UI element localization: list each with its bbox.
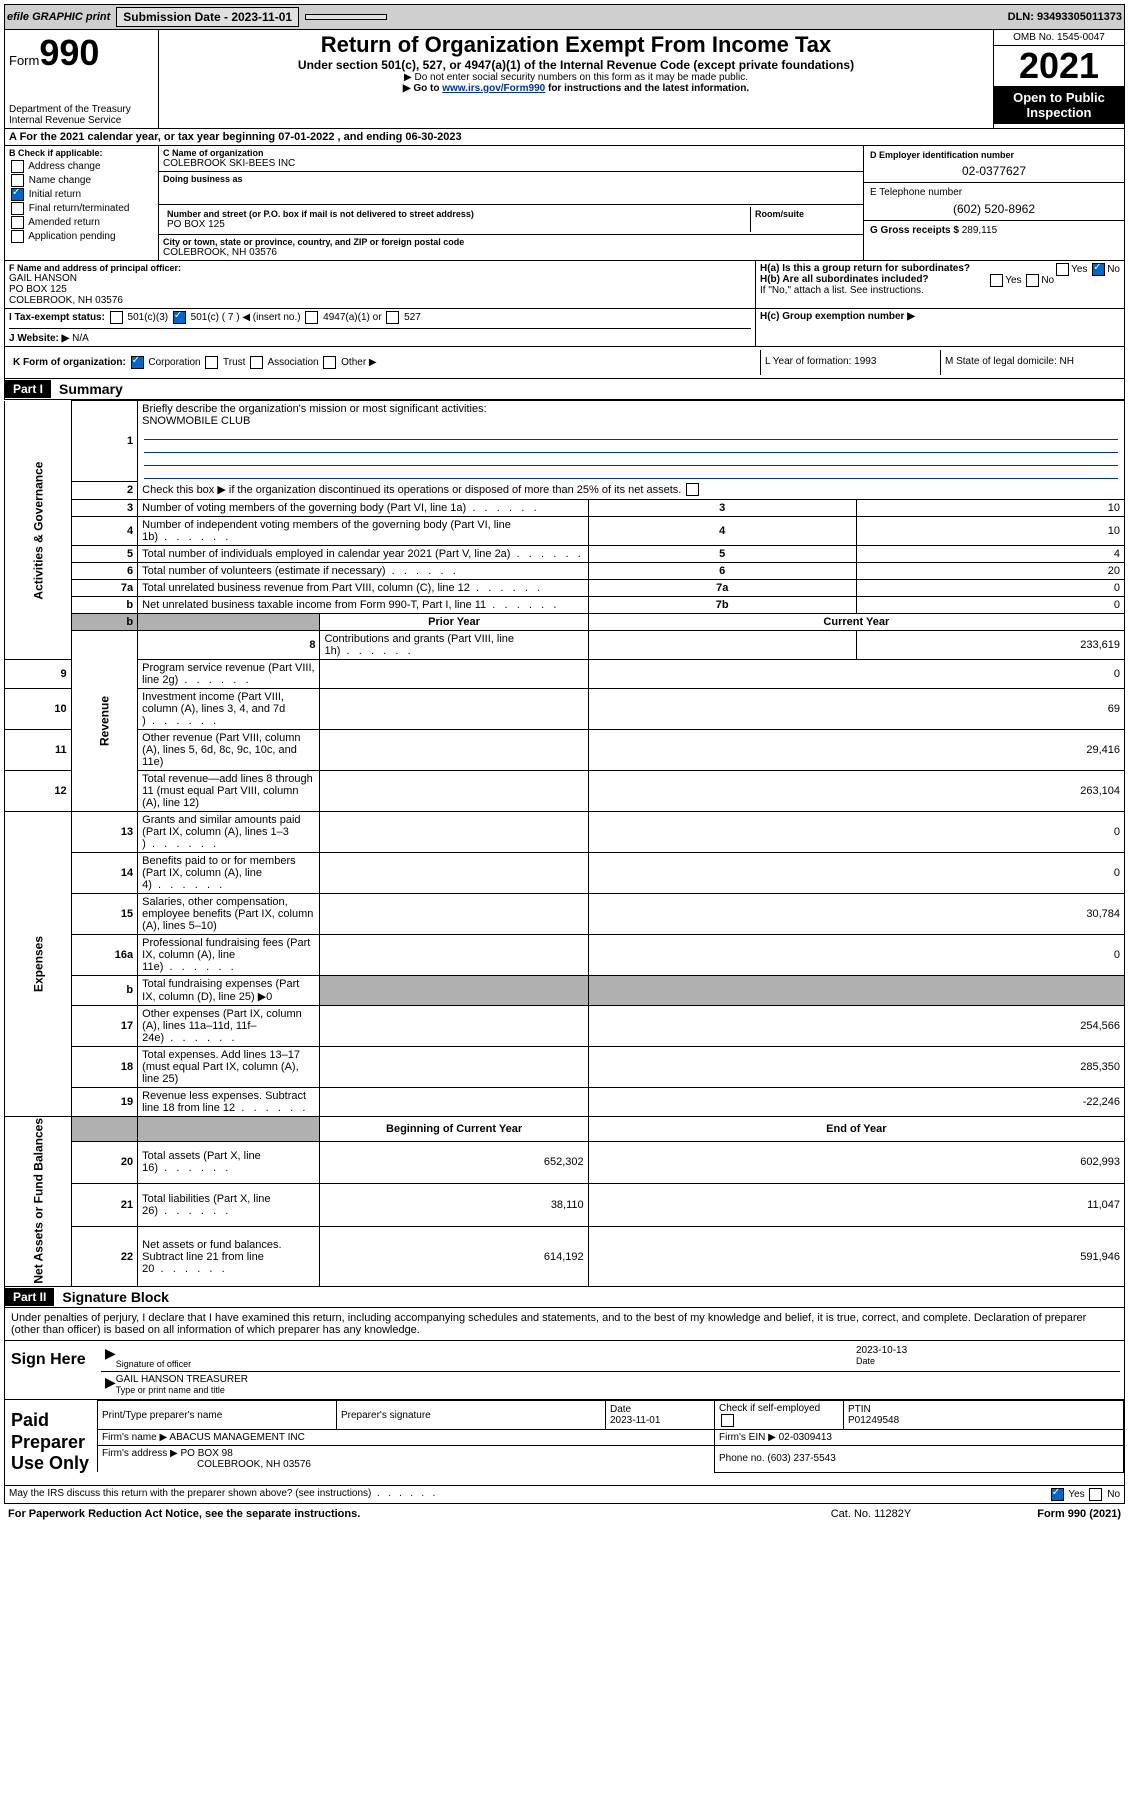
instructions-note: ▶ Go to www.irs.gov/Form990 for instruct… [163,83,989,94]
org-city: COLEBROOK, NH 03576 [163,247,859,258]
sign-here-label: Sign Here [5,1341,97,1399]
form990-link[interactable]: www.irs.gov/Form990 [442,83,545,94]
website: N/A [72,333,89,344]
firm-name: ABACUS MANAGEMENT INC [169,1432,304,1443]
block-b: B Check if applicable: Address change Na… [5,146,159,260]
form-subtitle: Under section 501(c), 527, or 4947(a)(1)… [163,58,989,72]
omb-number: OMB No. 1545-0047 [994,30,1124,46]
block-c: C Name of organization COLEBROOK SKI-BEE… [159,146,864,260]
sidebar-governance: Activities & Governance [5,401,72,660]
mission: SNOWMOBILE CLUB [142,415,250,427]
discuss-row: May the IRS discuss this return with the… [4,1486,1125,1504]
open-to-public: Open to Public Inspection [994,86,1124,124]
form-number: Form990 [9,32,154,74]
firm-ein: 02-0309413 [779,1432,832,1443]
officer-name: GAIL HANSON [9,273,751,284]
block-ij: I Tax-exempt status: 501(c)(3) 501(c) ( … [4,309,1125,347]
corporation-checkbox[interactable] [131,356,144,369]
dept-label: Department of the Treasury [9,104,154,115]
efile-label: efile GRAPHIC print [7,11,110,23]
sidebar-expenses: Expenses [5,811,72,1116]
part2-header: Part II Signature Block [4,1287,1125,1308]
summary-table: Activities & Governance 1 Briefly descri… [4,400,1125,1287]
form-version: Form 990 (2021) [971,1508,1121,1520]
ein: 02-0377627 [870,164,1118,178]
firm-phone: (603) 237-5543 [767,1453,835,1464]
discuss-yes-checkbox[interactable] [1051,1488,1064,1501]
org-info-block: B Check if applicable: Address change Na… [4,146,1125,261]
ptin: P01249548 [848,1415,899,1426]
sign-date: 2023-10-13 [856,1345,1116,1356]
501c-checkbox[interactable] [173,311,186,324]
blank-button[interactable] [305,14,387,20]
preparer-table: Print/Type preparer's name Preparer's si… [97,1400,1124,1473]
top-bar: efile GRAPHIC print Submission Date - 20… [4,4,1125,30]
form-title: Return of Organization Exempt From Incom… [163,32,989,58]
perjury-statement: Under penalties of perjury, I declare th… [5,1308,1124,1340]
year-formation: L Year of formation: 1993 [760,350,940,375]
officer-sign-name: GAIL HANSON TREASURER [116,1374,1116,1385]
form-header: Form990 Department of the Treasury Inter… [4,30,1125,129]
paid-preparer-label: Paid Preparer Use Only [5,1400,97,1485]
dln-label: DLN: 93493305011373 [1008,11,1122,23]
org-street: PO BOX 125 [167,219,746,230]
sidebar-net-assets: Net Assets or Fund Balances [5,1116,72,1287]
block-klm: K Form of organization: Corporation Trus… [4,347,1125,379]
signature-block: Under penalties of perjury, I declare th… [4,1308,1125,1486]
initial-return-checkbox[interactable] [11,188,24,201]
state-domicile: M State of legal domicile: NH [940,350,1120,375]
part1-header: Part I Summary [4,379,1125,400]
irs-label: Internal Revenue Service [9,115,154,126]
privacy-note: ▶ Do not enter social security numbers o… [163,72,989,83]
tax-year: 2021 [994,46,1124,86]
sidebar-revenue: Revenue [71,630,138,811]
block-fh: F Name and address of principal officer:… [4,261,1125,309]
gross-receipts: 289,115 [962,225,997,236]
group-return-no[interactable] [1092,263,1105,276]
line-a-tax-year: A For the 2021 calendar year, or tax yea… [4,129,1125,146]
footer: For Paperwork Reduction Act Notice, see … [4,1504,1125,1524]
telephone: (602) 520-8962 [870,202,1118,216]
block-deg: D Employer identification number 02-0377… [864,146,1124,260]
submission-date-button[interactable]: Submission Date - 2023-11-01 [116,7,299,27]
org-name: COLEBROOK SKI-BEES INC [163,158,859,169]
